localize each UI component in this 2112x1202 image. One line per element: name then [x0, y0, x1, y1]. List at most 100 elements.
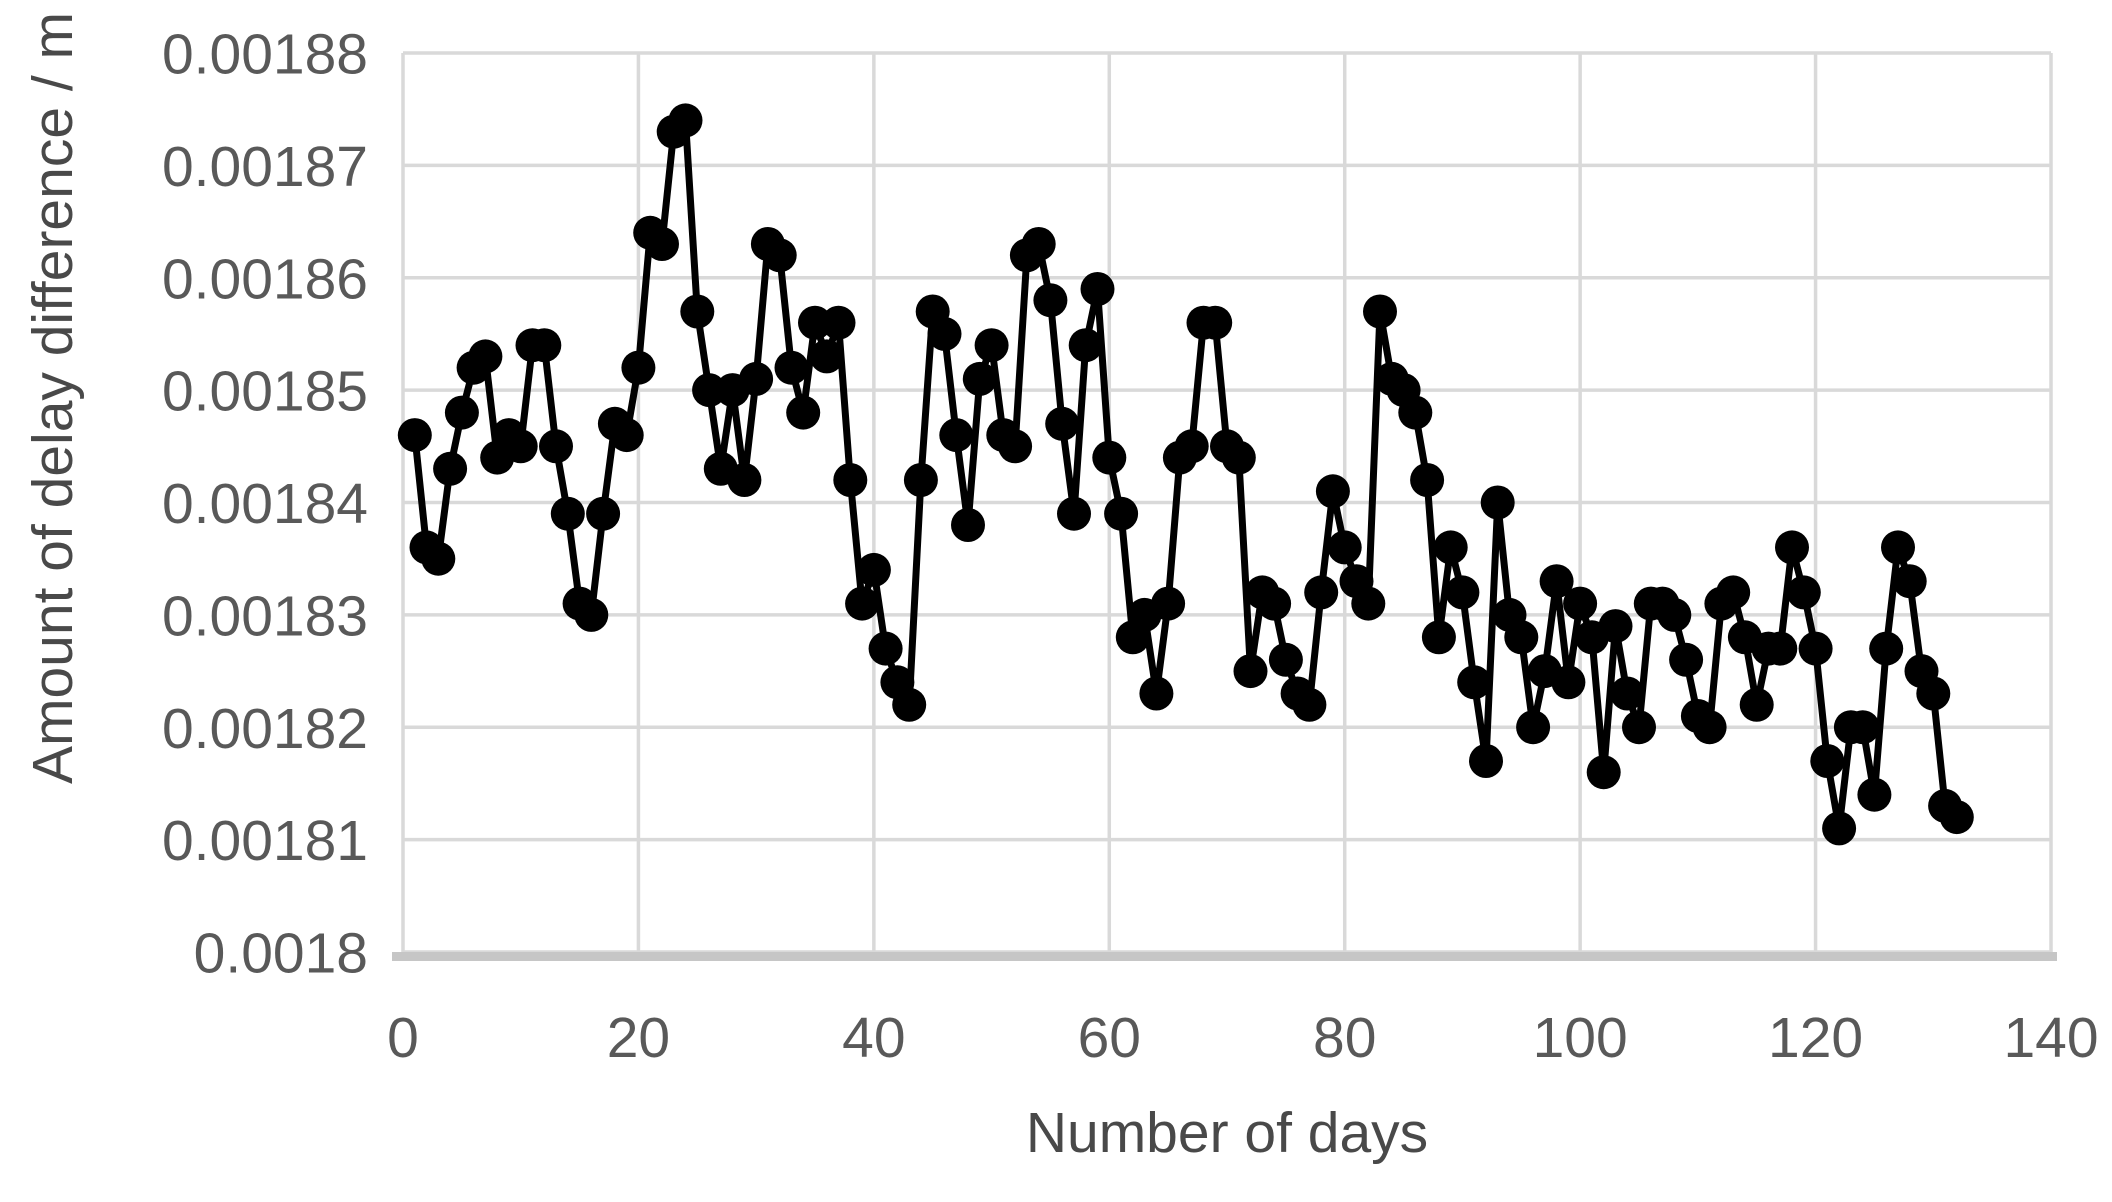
data-point [1398, 395, 1433, 430]
data-point [1233, 654, 1268, 689]
x-tick-label: 60 [1078, 1006, 1141, 1070]
data-point [1786, 575, 1821, 610]
data-point [645, 227, 679, 261]
data-point [574, 597, 609, 632]
data-point [1892, 564, 1927, 599]
data-point [892, 687, 927, 722]
data-point [1057, 496, 1091, 531]
data-point [1257, 586, 1292, 621]
x-tick-label: 140 [2003, 1006, 2098, 1070]
data-point [1139, 676, 1174, 711]
data-point [927, 316, 962, 351]
x-tick-label: 80 [1313, 1006, 1376, 1070]
data-point [421, 541, 456, 576]
y-tick-label: 0.00185 [162, 360, 368, 424]
data-point [1598, 609, 1633, 644]
data-point [539, 429, 573, 464]
data-point [821, 305, 856, 340]
data-point [1916, 676, 1951, 711]
data-point [1433, 530, 1468, 565]
data-point [1657, 597, 1692, 632]
grid-layer [401, 51, 2053, 954]
data-point [527, 328, 562, 363]
data-point [1268, 642, 1303, 677]
data-point [868, 631, 903, 666]
data-point [762, 238, 797, 273]
data-point [1939, 800, 1974, 835]
data-point [1304, 575, 1339, 610]
data-point [1692, 710, 1727, 745]
y-tick-label: 0.00182 [162, 697, 368, 761]
data-point [609, 418, 644, 453]
data-point [1104, 496, 1139, 531]
x-tick-label: 100 [1533, 1006, 1628, 1070]
data-point [774, 350, 809, 385]
data-point [1881, 530, 1915, 565]
data-point [727, 463, 762, 497]
data-point [1151, 586, 1186, 621]
data-point [903, 463, 938, 497]
y-tick-label: 0.00183 [162, 584, 368, 648]
x-tick-label: 40 [842, 1006, 905, 1070]
data-point [1045, 406, 1080, 441]
series-layer [397, 103, 1974, 846]
data-point [468, 339, 503, 374]
data-point [798, 305, 832, 340]
y-tick-label: 0.00181 [162, 809, 368, 873]
data-point [1622, 710, 1656, 745]
data-point [1457, 665, 1492, 700]
data-point [1669, 642, 1704, 677]
data-point [951, 508, 985, 542]
data-point [1869, 631, 1904, 666]
data-point [1410, 463, 1445, 497]
y-tick-label: 0.00187 [162, 135, 368, 199]
data-point [809, 339, 844, 374]
data-point [586, 496, 621, 531]
data-point [1198, 305, 1233, 340]
y-tick-label: 0.00188 [162, 23, 368, 87]
data-point [1739, 687, 1774, 722]
data-point [1716, 575, 1751, 610]
data-point [1610, 676, 1645, 711]
data-point [1292, 687, 1327, 722]
data-point [1363, 294, 1397, 329]
data-point [974, 328, 1009, 363]
data-point [1763, 631, 1798, 666]
data-point [1775, 530, 1809, 565]
data-point [668, 103, 703, 138]
x-tick-label: 120 [1768, 1006, 1863, 1070]
tick-label-layer: 0.0018 0.00181 0.00182 0.00183 0.00184 0.0018… [162, 23, 2099, 1070]
data-point [1174, 429, 1209, 464]
data-point [856, 552, 891, 587]
x-tick-label: 0 [387, 1006, 419, 1070]
data-point [786, 395, 821, 430]
data-point [397, 418, 432, 453]
data-point [1551, 665, 1586, 700]
data-point [692, 373, 727, 408]
data-point [680, 294, 715, 329]
data-point [939, 418, 974, 453]
data-point [1221, 440, 1256, 475]
data-point [1563, 586, 1598, 621]
data-point [1315, 474, 1350, 509]
data-point [1857, 777, 1892, 812]
data-point [1480, 485, 1515, 520]
data-point [550, 496, 585, 531]
data-point [1586, 755, 1621, 790]
data-point [1845, 710, 1880, 745]
data-point [1327, 530, 1362, 565]
x-tick-label: 20 [607, 1006, 670, 1070]
y-tick-label: 0.00184 [162, 472, 368, 536]
y-tick-label: 0.0018 [194, 922, 368, 986]
data-point [998, 429, 1033, 464]
data-point [833, 463, 868, 497]
data-point [739, 361, 774, 396]
y-tick-label: 0.00186 [162, 247, 368, 311]
data-point [444, 395, 479, 430]
data-point [1092, 440, 1127, 475]
x-axis-title: Number of days [1026, 1101, 1428, 1165]
data-point [962, 361, 997, 396]
data-point [1539, 564, 1574, 599]
data-point [621, 350, 656, 385]
